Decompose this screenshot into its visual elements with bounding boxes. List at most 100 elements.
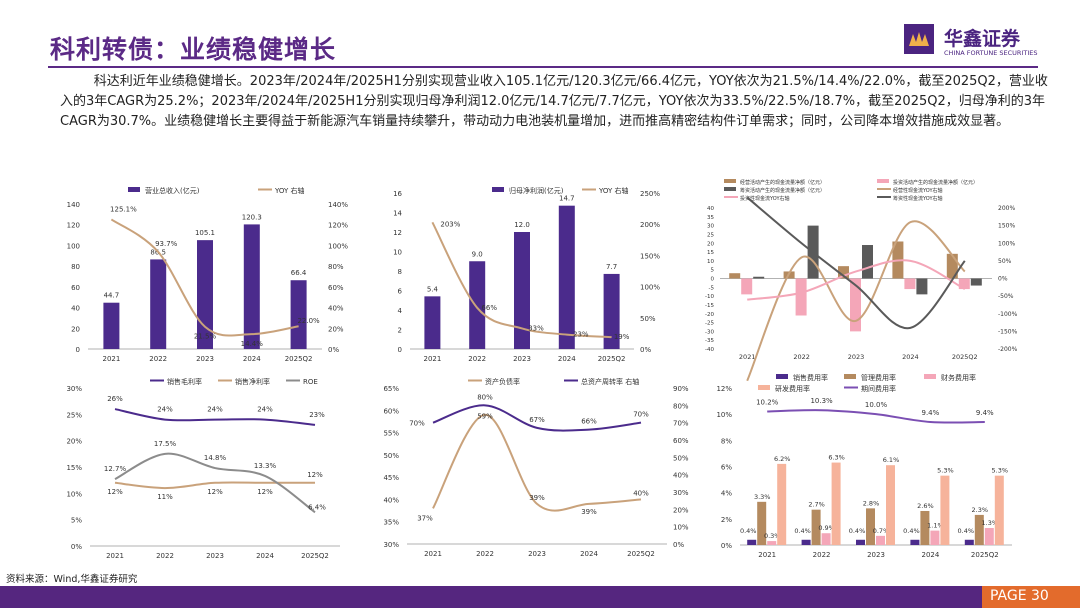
y-tick-left: 25 — [707, 232, 714, 238]
y-tick-left: -30 — [705, 329, 714, 335]
x-tick-label: 2025Q2 — [952, 353, 978, 361]
source-note: 资料来源：Wind,华鑫证券研究 — [6, 574, 138, 585]
y-tick-left: 80 — [71, 263, 80, 271]
debt-ratio-label: 37% — [417, 514, 433, 522]
margin-label: 24% — [207, 406, 223, 414]
legend-label: 投资性现金流YOY右轴 — [740, 195, 790, 202]
disclaimer-link[interactable]: 请阅读最后一页重要免责声明 — [768, 5, 950, 21]
expense-bar-label: 0.4% — [903, 527, 920, 535]
x-tick-label: 2022 — [813, 551, 831, 559]
margin-label: 13.3% — [254, 462, 277, 470]
y-tick-left: 30 — [707, 224, 714, 230]
y-tick-right: 80% — [328, 263, 344, 271]
revenue-yoy-label: 93.7% — [155, 240, 178, 248]
profit-bar — [514, 232, 530, 349]
cashflow-bar — [838, 266, 849, 279]
expense-bar — [920, 510, 930, 545]
margin-label: 26% — [107, 395, 123, 403]
profit-bar-label: 14.7 — [559, 195, 575, 203]
x-tick-label: 2024 — [558, 355, 576, 363]
y-tick-left: 0% — [721, 542, 732, 550]
y-tick-right: 140% — [328, 201, 348, 209]
expense-bar-label: 6.3% — [828, 454, 845, 462]
y-tick-left: 40% — [383, 496, 399, 504]
page-title: 科利转债：业绩稳健增长 — [50, 35, 337, 64]
profit-bar — [603, 273, 620, 349]
chart-cashflow: 经营活动产生的现金流量净额（亿元） 投资活动产生的现金流量净额（亿元） 筹资活动产生… — [705, 179, 1018, 382]
y-tick-right: 100% — [328, 242, 348, 250]
x-tick-label: 2021 — [102, 355, 120, 363]
period-expense-label: 10.2% — [756, 399, 779, 407]
revenue-bar-label: 66.4 — [291, 269, 307, 277]
expense-bar-label: 0.3% — [764, 532, 781, 540]
y-tick-left: -10 — [705, 294, 714, 300]
x-tick-label: 2022 — [793, 353, 810, 361]
margin-label: 12% — [207, 488, 223, 496]
y-tick-right: 10% — [673, 524, 689, 532]
y-tick-left: -15 — [705, 303, 714, 309]
legend-swatch — [924, 374, 936, 379]
period-expense-label: 10.3% — [810, 397, 833, 405]
legend-swatch — [877, 179, 889, 183]
y-tick-right: 200% — [640, 221, 660, 229]
y-tick-left: 4 — [398, 307, 403, 315]
y-tick-right: 30% — [673, 489, 689, 497]
expense-bar — [757, 501, 767, 545]
y-tick-left: 20 — [707, 241, 714, 247]
x-tick-label: 2022 — [149, 355, 167, 363]
expense-bar — [964, 539, 974, 545]
y-tick-right: 80% — [673, 402, 689, 410]
y-tick-left: 10 — [707, 259, 714, 265]
margin-line — [114, 452, 316, 514]
margin-label: 24% — [257, 406, 273, 414]
margin-label: 6.4% — [308, 503, 326, 511]
y-tick-left: 15 — [707, 250, 714, 256]
expense-bar-label: 2.3% — [972, 506, 989, 514]
turnover-line — [432, 404, 642, 432]
legend-swatch — [128, 187, 140, 192]
expense-bar — [767, 541, 777, 545]
x-tick-label: 2021 — [739, 353, 756, 361]
y-tick-left: 8% — [721, 437, 732, 445]
legend-label: 研发费用率 — [775, 384, 810, 393]
y-tick-right: 100% — [998, 240, 1015, 247]
profit-yoy-label: 203% — [440, 220, 460, 228]
y-tick-left: 25% — [66, 411, 82, 419]
profit-bar — [558, 205, 575, 349]
y-tick-left: 5 — [711, 268, 715, 274]
margin-label: 12.7% — [104, 465, 127, 473]
y-tick-right: 0% — [328, 346, 339, 354]
expense-bar-label: 6.1% — [883, 456, 900, 464]
turnover-label: 66% — [581, 418, 597, 426]
legend-label: 投资活动产生的现金流量净额（亿元） — [893, 179, 978, 186]
y-tick-right: 60% — [673, 437, 689, 445]
legend-label: ROE — [303, 378, 318, 386]
period-expense-line — [767, 409, 985, 424]
margin-label: 17.5% — [154, 440, 177, 448]
margin-label: 12% — [307, 471, 323, 479]
debt-ratio-label: 59% — [477, 413, 493, 421]
revenue-bar — [243, 224, 260, 349]
y-tick-right: 90% — [673, 385, 689, 393]
expense-bar — [984, 527, 994, 545]
y-tick-left: 120 — [67, 222, 80, 230]
expense-bar-label: 2.6% — [917, 502, 934, 510]
cashflow-bar — [904, 278, 916, 290]
y-tick-right: 20% — [328, 325, 344, 333]
y-tick-left: 16 — [393, 190, 402, 198]
debt-ratio-label: 40% — [633, 489, 649, 497]
x-tick-label: 2023 — [196, 355, 214, 363]
revenue-yoy-label: 21.5% — [194, 333, 217, 341]
expense-bar — [974, 514, 984, 545]
brand-logo: 华鑫证券 CHINA FORTUNE SECURITIES — [904, 24, 1044, 58]
profit-yoy-label: 19% — [614, 333, 630, 341]
expense-bar — [886, 465, 895, 545]
turnover-label: 70% — [409, 420, 425, 428]
legend-label: 资产负债率 — [485, 377, 520, 386]
margin-line — [114, 481, 315, 490]
title-divider — [48, 66, 1038, 68]
cashflow-bar — [970, 278, 982, 286]
y-tick-left: 30% — [66, 385, 82, 393]
footer-bar — [0, 586, 1080, 608]
